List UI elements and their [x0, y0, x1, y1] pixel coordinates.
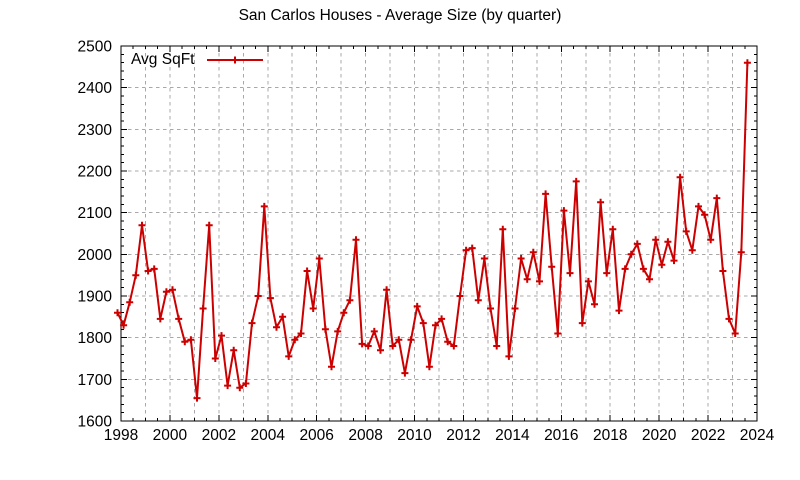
- x-tick-label: 2010: [397, 427, 432, 444]
- x-tick-label: 2000: [153, 427, 188, 444]
- legend: Avg SqFt: [131, 52, 264, 68]
- y-tick-label: 1700: [78, 372, 113, 389]
- x-tick-label: 2020: [642, 427, 677, 444]
- y-tick-label: 2500: [78, 39, 113, 56]
- chart-title: San Carlos Houses - Average Size (by qua…: [238, 7, 562, 24]
- x-tick-label: 2012: [446, 427, 480, 444]
- x-tick-label: 2022: [691, 427, 725, 444]
- y-tick-label: 1800: [78, 330, 113, 347]
- x-tick-label: 1998: [104, 427, 138, 444]
- y-tick-label: 1900: [78, 289, 113, 306]
- y-tick-label: 2000: [78, 247, 113, 264]
- y-tick-label: 2300: [78, 122, 113, 139]
- x-tick-label: 2024: [740, 427, 775, 444]
- x-tick-label: 2016: [544, 427, 578, 444]
- x-tick-label: 2014: [495, 427, 530, 444]
- x-tick-label: 2018: [593, 427, 627, 444]
- avg-sqft-line: [116, 62, 749, 399]
- y-tick-label: 2200: [78, 164, 113, 181]
- y-tick-label: 2400: [78, 80, 113, 97]
- legend-line-sample-icon: [207, 56, 264, 64]
- x-tick-label: 2008: [348, 427, 382, 444]
- y-tick-label: 1600: [78, 414, 113, 431]
- avg-sqft-markers: [114, 59, 751, 402]
- y-tick-label: 2100: [78, 205, 113, 222]
- x-tick-label: 2004: [251, 427, 286, 444]
- legend-label: Avg SqFt: [131, 51, 195, 68]
- x-tick-label: 2002: [202, 427, 236, 444]
- x-tick-label: 2006: [299, 427, 333, 444]
